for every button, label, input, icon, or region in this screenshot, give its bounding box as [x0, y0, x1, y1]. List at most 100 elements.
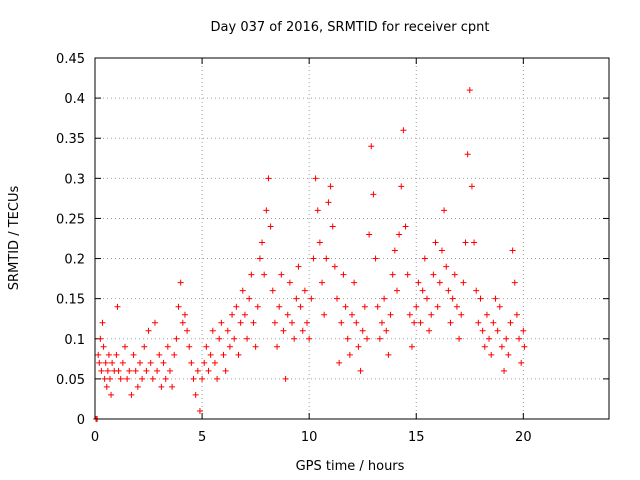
data-point	[233, 303, 240, 310]
data-point	[419, 287, 426, 294]
data-point	[492, 295, 499, 302]
y-tick-label: 0	[77, 413, 85, 428]
data-point	[235, 351, 242, 358]
data-point	[297, 303, 304, 310]
data-point	[430, 271, 437, 278]
data-point	[156, 351, 163, 358]
data-point	[274, 343, 281, 350]
y-axis-label: SRMTID / TECUs	[7, 186, 22, 291]
data-point	[250, 319, 257, 326]
data-point	[162, 375, 169, 382]
data-point	[417, 319, 424, 326]
data-point	[286, 279, 293, 286]
data-point	[310, 255, 317, 262]
data-point	[211, 359, 218, 366]
x-axis-label: GPS time / hours	[296, 459, 405, 474]
data-point	[415, 279, 422, 286]
data-point	[312, 175, 319, 182]
data-point	[477, 295, 484, 302]
data-point	[344, 335, 351, 342]
data-point	[259, 239, 266, 246]
data-point	[99, 319, 106, 326]
data-point	[336, 359, 343, 366]
data-point	[175, 303, 182, 310]
data-point	[207, 351, 214, 358]
data-point	[160, 359, 167, 366]
data-point	[278, 271, 285, 278]
data-point	[447, 319, 454, 326]
data-point	[190, 375, 197, 382]
data-point	[269, 287, 276, 294]
data-point	[102, 359, 109, 366]
data-point	[299, 327, 306, 334]
data-point	[145, 327, 152, 334]
axis-ticks	[94, 57, 609, 420]
data-point	[406, 311, 413, 318]
data-point	[192, 391, 199, 398]
data-point	[496, 303, 503, 310]
data-point	[103, 383, 110, 390]
data-point	[521, 343, 528, 350]
y-tick-label: 0.05	[56, 373, 85, 388]
data-point	[143, 367, 150, 374]
y-tick-label: 0.25	[56, 212, 85, 227]
data-point	[402, 223, 409, 230]
data-point	[229, 311, 236, 318]
data-point	[237, 319, 244, 326]
data-point	[509, 247, 516, 254]
data-point	[434, 303, 441, 310]
data-point	[261, 271, 268, 278]
data-point	[340, 271, 347, 278]
data-point	[334, 295, 341, 302]
data-point	[428, 311, 435, 318]
data-point	[169, 383, 176, 390]
data-point	[468, 183, 475, 190]
data-point	[411, 319, 418, 326]
x-tick-label: 20	[515, 430, 532, 445]
data-point	[113, 351, 120, 358]
data-point	[351, 279, 358, 286]
data-point	[346, 351, 353, 358]
data-point	[97, 335, 104, 342]
data-point	[244, 335, 251, 342]
data-point	[252, 343, 259, 350]
data-point	[101, 375, 108, 382]
data-point	[321, 311, 328, 318]
data-point	[289, 319, 296, 326]
data-point	[520, 327, 527, 334]
data-point	[370, 191, 377, 198]
data-point	[132, 367, 139, 374]
data-point	[378, 319, 385, 326]
data-point	[323, 255, 330, 262]
grid-lines	[95, 58, 609, 419]
data-point	[301, 287, 308, 294]
data-point	[438, 247, 445, 254]
data-point	[126, 367, 133, 374]
y-tick-label: 0.15	[56, 293, 85, 308]
data-point	[471, 239, 478, 246]
data-point	[209, 327, 216, 334]
data-point	[398, 183, 405, 190]
data-point	[177, 279, 184, 286]
data-point	[451, 271, 458, 278]
data-point	[282, 375, 289, 382]
data-point	[488, 351, 495, 358]
data-point	[222, 367, 229, 374]
data-point	[483, 311, 490, 318]
data-point	[338, 319, 345, 326]
data-point	[166, 367, 173, 374]
data-point	[171, 351, 178, 358]
data-point	[481, 343, 488, 350]
data-point	[136, 359, 143, 366]
data-point	[355, 343, 362, 350]
data-point	[284, 311, 291, 318]
data-point	[325, 199, 332, 206]
data-point	[117, 375, 124, 382]
data-point	[291, 335, 298, 342]
data-point	[456, 335, 463, 342]
data-point	[400, 127, 407, 134]
data-point	[181, 311, 188, 318]
x-tick-label: 15	[408, 430, 425, 445]
data-point	[134, 383, 141, 390]
